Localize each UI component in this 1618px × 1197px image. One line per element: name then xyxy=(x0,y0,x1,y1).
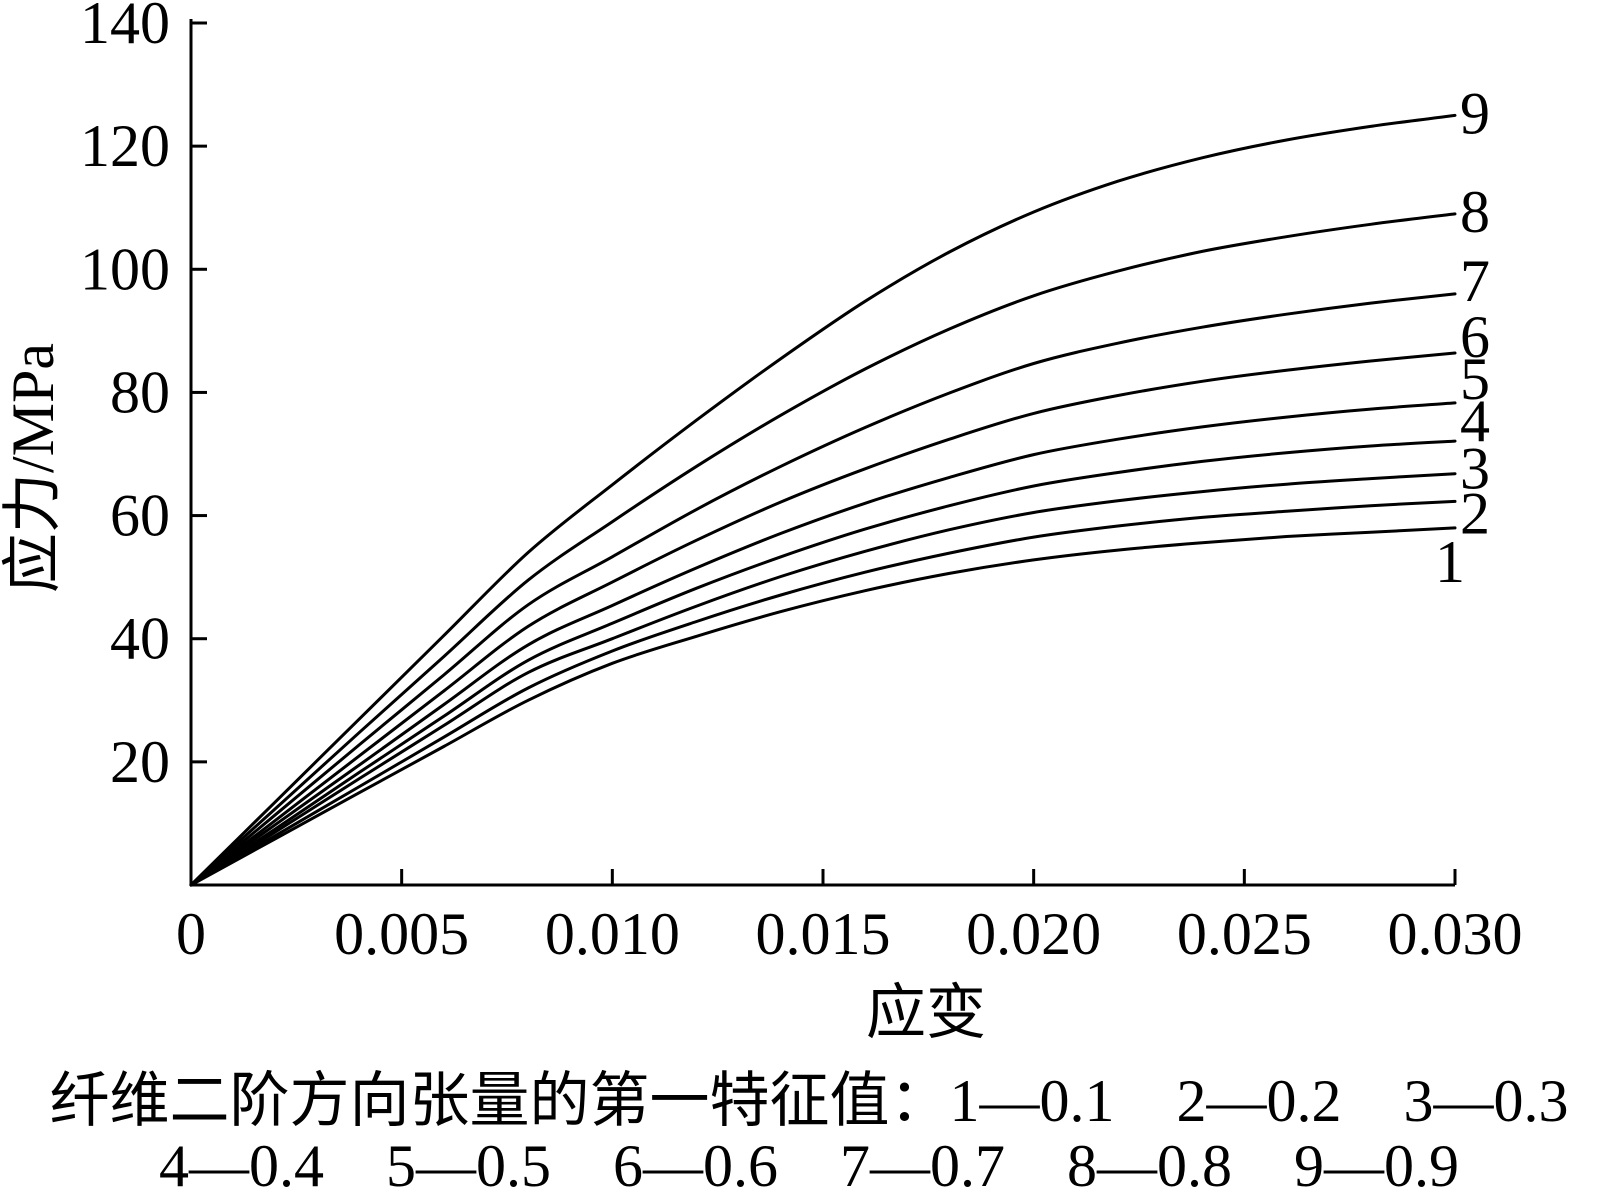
series-label-5: 5 xyxy=(1460,346,1490,412)
series-line-2 xyxy=(189,499,1457,887)
legend-entry-3: 3—0.3 xyxy=(1403,1068,1569,1134)
tick-labels: 20 40 60 80 100 120 140 0 0.005 0.010 0.015 0.020 0.… xyxy=(80,0,1523,967)
legend-entry-4: 4—0.4 xyxy=(159,1133,324,1197)
series-label-8: 8 xyxy=(1460,179,1490,245)
legend-entry-6: 6—0.6 xyxy=(613,1133,778,1197)
x-tick-label: 0.010 xyxy=(545,901,680,967)
y-tick-label: 20 xyxy=(110,729,170,795)
y-tick-label: 80 xyxy=(110,359,170,425)
series-label-7: 7 xyxy=(1460,248,1490,314)
x-axis-label: 应变 xyxy=(866,980,986,1046)
series-line-3 xyxy=(189,472,1457,887)
series-line-4 xyxy=(189,439,1457,887)
series-label-3: 3 xyxy=(1460,436,1490,502)
axes xyxy=(189,19,1455,887)
series-label-6: 6 xyxy=(1460,304,1490,370)
series-line-6 xyxy=(189,351,1457,887)
legend-entry-8: 8—0.8 xyxy=(1067,1133,1232,1197)
legend-entry-1: 1—0.1 xyxy=(949,1068,1115,1134)
y-tick-label: 40 xyxy=(110,606,170,672)
series-line-7 xyxy=(189,292,1457,887)
series-line-1 xyxy=(189,526,1457,887)
legend-entry-7: 7—0.7 xyxy=(840,1133,1005,1197)
y-axis-label: 应力/MPa xyxy=(0,343,66,593)
series-label-9: 9 xyxy=(1460,80,1490,146)
legend-entry-2: 2—0.2 xyxy=(1176,1068,1342,1134)
x-tick-label: 0.020 xyxy=(966,901,1101,967)
y-tick-label: 120 xyxy=(80,113,170,179)
y-tick-label: 60 xyxy=(110,483,170,549)
series-label-1: 1 xyxy=(1435,529,1465,595)
ticks xyxy=(191,21,1457,885)
series-label-4: 4 xyxy=(1460,388,1490,454)
x-tick-label: 0.015 xyxy=(756,901,891,967)
y-tick-label: 100 xyxy=(80,236,170,302)
series-line-8 xyxy=(189,212,1457,887)
x-tick-label: 0.025 xyxy=(1177,901,1312,967)
legend-entry-5: 5—0.5 xyxy=(386,1133,551,1197)
series-lines xyxy=(189,113,1457,887)
legend-title: 纤维二阶方向张量的第一特征值： xyxy=(49,1068,950,1134)
legend-line-1: 纤维二阶方向张量的第一特征值： 1—0.1 2—0.2 3—0.3 xyxy=(0,1071,1618,1131)
x-tick-label: 0.030 xyxy=(1388,901,1523,967)
series-line-9 xyxy=(189,113,1457,887)
series-line-5 xyxy=(189,401,1457,887)
series-label-2: 2 xyxy=(1460,480,1490,546)
legend-entry-9: 9—0.9 xyxy=(1294,1133,1459,1197)
x-tick-label: 0.005 xyxy=(334,901,469,967)
y-tick-label: 140 xyxy=(80,0,170,56)
x-tick-label: 0 xyxy=(176,901,206,967)
legend-line-2: 4—0.4 5—0.5 6—0.6 7—0.7 8—0.8 9—0.9 xyxy=(0,1136,1618,1196)
